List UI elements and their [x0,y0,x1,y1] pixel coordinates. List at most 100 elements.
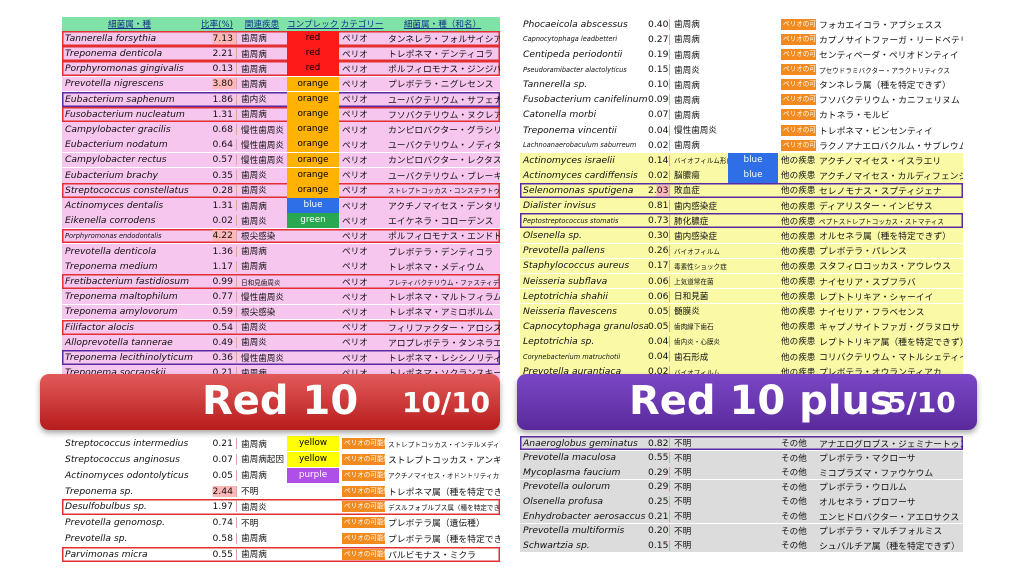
species-name-ja: エンヒドロバクター・アエロサクス [819,512,960,523]
ratio-value: 0.54 [197,321,237,333]
category-label: ペリオの可能性 [778,139,816,151]
ratio-value: 0.21 [197,367,237,379]
related-disease: 不明 [674,468,692,479]
complex-badge: red [287,61,339,77]
ratio-value: 0.04 [648,335,670,347]
table-row: Schwartzia sp. 0.15 不明 その他 シュバルチア属（種を特定できず） [520,538,963,553]
species-name: Campylobacter rectus [65,154,167,166]
related-disease: 不明 [674,541,692,552]
species-name: Centipeda periodontii [523,49,623,61]
table-row: Treponema medium 1.17 歯周病 ペリオ トレポネマ・メディウム [62,259,500,274]
species-name-ja: プレボテラ・ウロルム [819,483,907,494]
complex-badge: blue [287,198,339,213]
related-disease: 歯周病 [241,64,267,75]
category-label: ペリオの可能性 [778,64,816,76]
related-disease: 歯周病 [674,110,700,121]
ratio-value: 0.02 [648,366,670,378]
category-label: その他 [781,482,807,493]
category-tag: ペリオの可能性 [781,33,816,45]
table-row: Prevotella nigrescens 3.80 歯周病 orange ペリオ プレボ… [62,76,500,92]
category-label: ペリオの可能性 [778,79,816,91]
species-name: Parvimonas micra [65,548,148,560]
table-row: Tannerella sp. 0.10 歯周病 ペリオの可能性タンネレラ属（種を特定で… [520,77,963,93]
category-tag: ペリオの可能性 [342,548,385,560]
red10plus-score: 5/10 [887,386,956,419]
table-row: Actinomyces cardiffensis 0.02 脳膿瘍 blue 他の疾患ア… [520,168,963,183]
header-complex: コンプレックス [287,20,339,30]
ratio-value: 0.05 [197,469,237,481]
complex-badge: orange [287,137,339,153]
species-name: Prevotella denticola [65,245,157,257]
related-disease: 歯周病 [674,141,700,152]
species-name-ja: レプトトリキア属（種を特定できず） [819,337,963,348]
ratio-value: 0.09 [648,94,670,106]
species-name: Dialister invisus [523,200,596,212]
complex-badge: yellow [287,436,339,452]
species-name-ja: オルセネラ属（種を特定できず） [819,232,951,243]
complex-badge: orange [287,152,339,168]
species-name-ja: タンネレラ・フォルサイシア [388,34,500,45]
species-name-ja: パルビモナス・ミクラ [388,550,476,561]
species-name-ja: トレポネマ・マルトフィラム [388,293,500,304]
related-disease: 毒素性ショック症 [674,262,727,271]
species-name-ja: ポルフィロモナス・エンドドンタリス [388,232,500,243]
ratio-value: 0.29 [648,481,670,493]
ratio-value: 0.68 [197,124,237,136]
species-name: Schwartzia sp. [523,539,590,551]
related-disease: 根尖感染 [241,307,276,318]
species-name-ja: フレティバクテリウム・ファスティディオサム [388,278,500,287]
category-label: 他の疾患 [781,337,816,348]
table-row: Campylobacter gracilis 0.68 慢性歯周炎 orange ペリオ… [62,122,500,137]
category-label: その他 [781,439,807,450]
species-name-ja: カンピロバクター・レクタス [388,156,500,167]
related-disease: 歯周炎 [241,338,267,349]
category-label: ペリオの可能性 [339,485,385,497]
table-row: Peptostreptococcus stomatis 0.73 肺化膿症 他の疾患ペ… [520,213,963,228]
ratio-value: 0.14 [648,154,670,166]
table-row: Desulfobulbus sp. 1.97 歯周炎 ペリオの可能性デスルフォブルブス… [62,499,500,515]
related-disease: バイオフィルム [674,368,720,377]
category-label: その他 [781,526,807,537]
related-disease: 脳膿瘍 [674,171,700,182]
species-name: Treponema lecithinolyticum [65,352,193,364]
table-row: Actinomyces odontolyticus 0.05 歯周病 purple ペリ… [62,467,500,483]
related-disease: 歯周病 [241,471,267,482]
category-label: ペリオ [342,79,368,90]
category-label: 他の疾患 [781,277,816,288]
category-label: 他の疾患 [781,231,816,242]
species-name-ja: フソバクテリウム・カニフェリヌム [819,96,960,107]
category-label: その他 [781,512,807,523]
category-label: 他の疾患 [781,352,816,363]
category-label: 他の疾患 [781,292,816,303]
table-row: Streptococcus anginosus 0.07 歯周病起因 yellow ペリ… [62,451,500,468]
category-tag: ペリオの可能性 [781,139,816,151]
ratio-value: 1.31 [197,200,237,212]
species-name-ja: フソバクテリウム・ヌクレアタム [388,110,500,121]
table-row: Corynebacterium matruchotii 0.04 歯石形成 他の疾患コ… [520,349,963,364]
table-row: Treponema maltophilum 0.77 慢性歯周炎 ペリオ トレポネマ・マ… [62,289,500,305]
related-disease: 歯周病 [241,201,267,212]
ratio-value: 3.80 [197,78,237,90]
category-label: 他の疾患 [781,216,816,227]
category-label: ペリオ [342,155,368,166]
related-disease: 歯内感染症 [674,231,717,242]
complex-badge: orange [287,107,339,122]
species-name-ja: アクチノマイセス・デンタリス [388,202,500,213]
category-label: ペリオ [342,110,368,121]
table-row: Tannerella forsythia 7.13 歯周病 red ペリオ タンネレラ・フ… [62,31,500,46]
ratio-value: 0.57 [197,154,237,166]
table-row: Capnocytophaga granulosa 0.05 歯肉縁下歯石 他の疾患 キャ… [520,319,963,334]
species-name: Peptostreptococcus stomatis [523,216,619,225]
ratio-value: 0.15 [648,539,670,551]
category-label: ペリオ [342,247,368,258]
ratio-value: 0.13 [197,63,237,75]
header-category: カテゴリー [340,20,384,30]
species-name: Olsenella profusa [523,495,604,507]
species-name-ja: アクチノマイセス・カルディフェンシス [819,171,963,182]
species-name: Actinomyces israelii [523,154,615,166]
species-name: Treponema denticola [65,48,163,60]
category-label: ペリオの可能性 [778,18,816,30]
species-name-ja: アクチノマイセス・イスラエリ [819,156,942,167]
table-row: Leptotrichia shahii 0.06 日和見菌 他の疾患 レプトトリキア・シ… [520,288,963,304]
